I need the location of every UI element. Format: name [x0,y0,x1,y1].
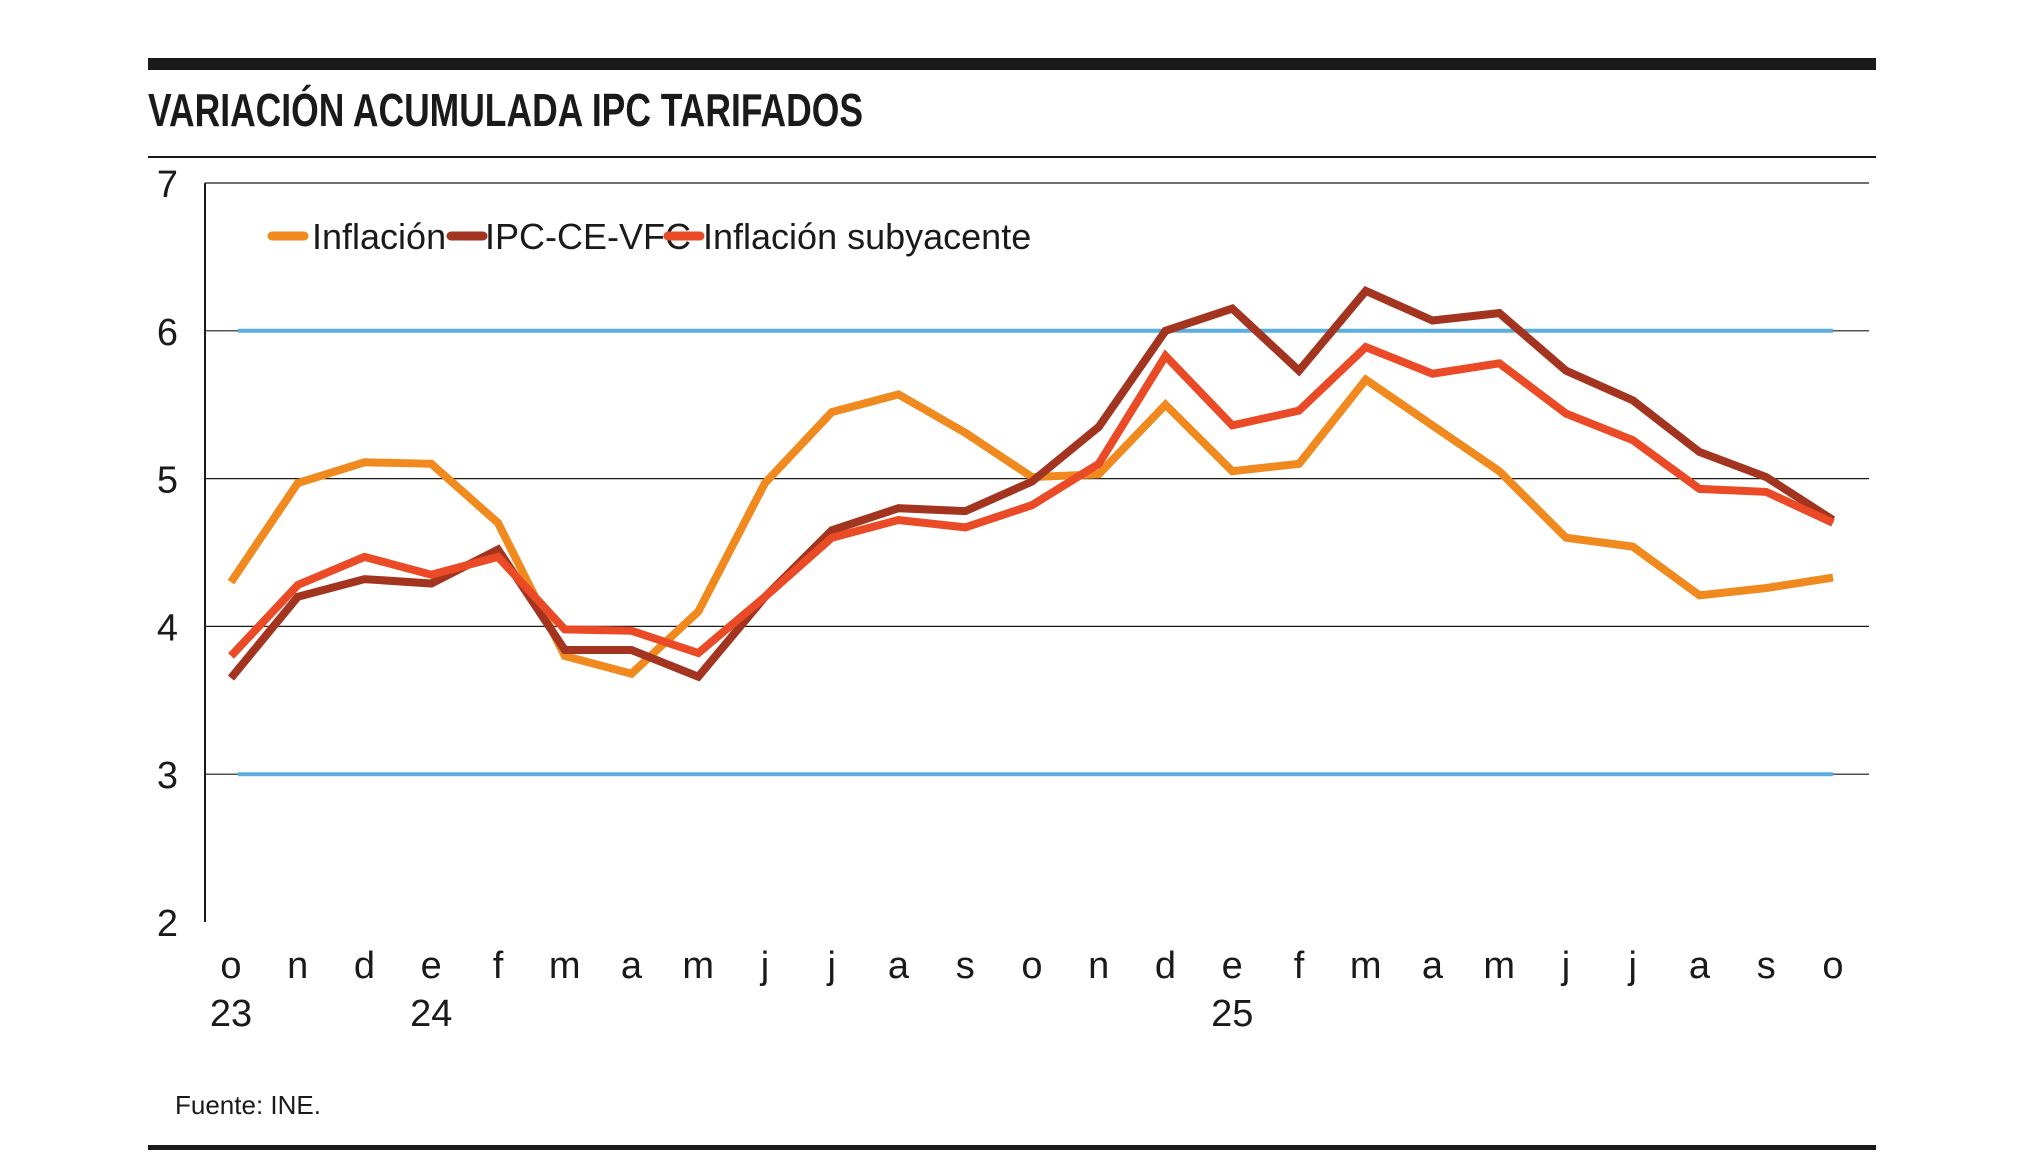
x-tick-label: j [760,945,769,987]
x-tick-label: o [220,945,241,987]
y-tick-label: 3 [157,755,178,797]
x-tick-label: f [493,945,504,987]
x-axis: o n d e f m a m j j a s o n d e f m a m j j a s o23 24 25 [210,945,1844,1035]
x-year-label: 24 [410,993,452,1035]
x-tick-label: m [549,945,581,987]
y-tick-label: 4 [157,607,178,649]
reference-lines [238,328,1833,777]
legend-label: IPC-CE-VFC [485,216,691,257]
x-tick-label: a [1689,945,1711,987]
x-tick-label: a [888,945,910,987]
x-tick-label: o [1021,945,1042,987]
x-year-label: 23 [210,993,252,1035]
series-line [228,342,1835,659]
title-rule [148,156,1876,158]
x-tick-label: e [1222,945,1243,987]
y-tick-label: 6 [157,312,178,354]
x-tick-label: m [1350,945,1382,987]
x-tick-label: o [1822,945,1843,987]
x-tick-label: a [1422,945,1444,987]
y-tick-label: 7 [157,164,178,206]
x-tick-label: n [287,945,308,987]
x-tick-label: s [1757,945,1776,987]
top-rule [148,58,1876,70]
x-tick-label: e [421,945,442,987]
legend-label: Inflación [312,216,446,257]
y-tick-label: 5 [157,460,178,502]
x-tick-label: n [1088,945,1109,987]
x-tick-label: d [1155,945,1176,987]
x-tick-label: j [827,945,836,987]
legend-label: Inflación subyacente [703,216,1031,257]
chart-title: VARIACIÓN ACUMULADA IPC TARIFADOS [148,84,863,136]
y-axis: 2 3 4 5 6 7 [157,164,206,945]
x-tick-label: d [354,945,375,987]
x-tick-label: j [1561,945,1570,987]
bottom-rule [148,1145,1876,1150]
source-note: Fuente: INE. [175,1090,321,1120]
legend: Inflación IPC-CE-VFC Inflación subyacente [267,216,1031,257]
x-tick-label: s [956,945,975,987]
series-line [227,286,1836,682]
x-tick-label: m [1483,945,1515,987]
x-year-label: 25 [1211,993,1253,1035]
y-tick-label: 2 [157,903,178,945]
x-tick-label: m [682,945,714,987]
x-tick-label: j [1628,945,1637,987]
series-layer [227,286,1836,682]
x-tick-label: f [1294,945,1305,987]
x-tick-label: a [621,945,643,987]
